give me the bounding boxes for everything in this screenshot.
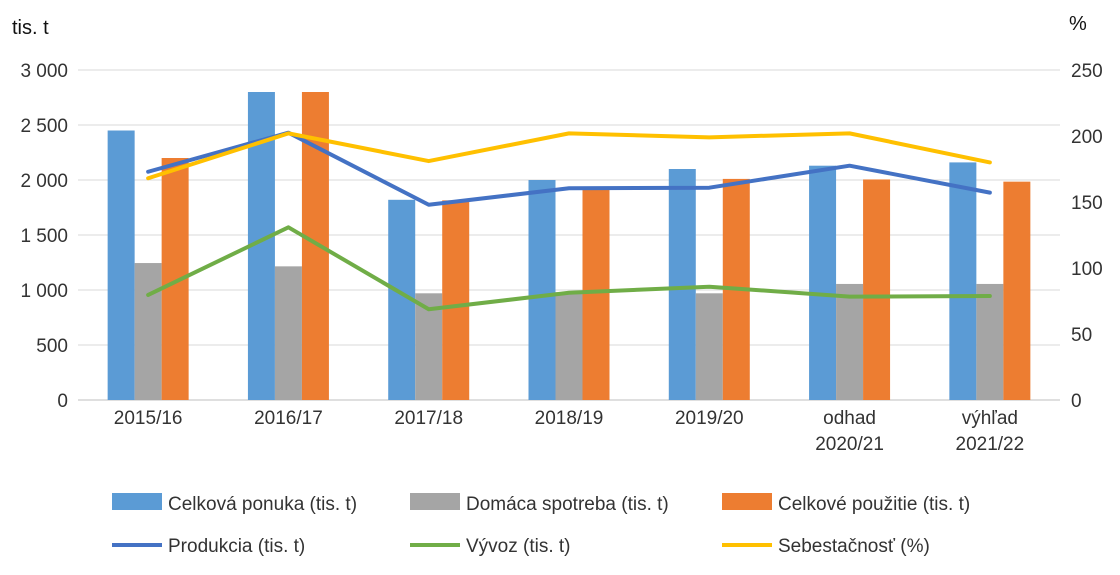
legend-swatch [410, 493, 460, 510]
left-tick-label: 1 000 [20, 281, 68, 302]
x-tick-label: 2015/16 [114, 408, 183, 429]
legend-label: Sebestačnosť (%) [778, 536, 930, 557]
left-axis-ticks: 0 500 1 000 1 500 2 000 2 500 3 000 [20, 61, 68, 412]
left-tick-label: 2 000 [20, 171, 68, 192]
legend-label: Celková ponuka (tis. t) [168, 494, 357, 515]
bar [528, 180, 556, 400]
bar [668, 169, 696, 400]
left-tick-label: 500 [36, 336, 68, 357]
legend-label: Domáca spotreba (tis. t) [466, 494, 669, 515]
x-tick-label: 2017/18 [394, 408, 463, 429]
bar [836, 283, 864, 400]
right-axis-ticks: 0 50 100 150 200 250 [1071, 61, 1103, 412]
bar [555, 292, 583, 400]
x-tick-label: 2021/22 [956, 434, 1025, 455]
legend-label: Produkcia (tis. t) [168, 536, 305, 557]
right-axis-unit: % [1069, 13, 1087, 35]
legend-label: Celkové použitie (tis. t) [778, 494, 970, 515]
bar [274, 266, 302, 400]
bar [809, 165, 837, 400]
legend-label: Vývoz (tis. t) [466, 536, 571, 557]
right-tick-label: 200 [1071, 127, 1103, 148]
series-line [146, 131, 992, 181]
right-tick-label: 100 [1071, 259, 1103, 280]
legend-swatch [112, 493, 162, 510]
bar [134, 263, 162, 400]
x-tick-label: 2019/20 [675, 408, 744, 429]
x-tick-label: 2016/17 [254, 408, 323, 429]
x-tick-label: odhad [823, 408, 876, 429]
right-tick-label: 250 [1071, 61, 1103, 82]
x-tick-label: 2018/19 [535, 408, 604, 429]
series-line [146, 225, 992, 312]
bar [442, 200, 470, 400]
bar [976, 283, 1004, 400]
legend-swatch [722, 493, 772, 510]
right-tick-label: 0 [1071, 391, 1082, 412]
left-tick-label: 2 500 [20, 116, 68, 137]
x-tick-label: výhľad [962, 408, 1018, 429]
bar [863, 179, 891, 400]
bar [949, 162, 977, 400]
left-axis-unit: tis. t [12, 17, 49, 39]
left-tick-label: 0 [57, 391, 68, 412]
legend: Celková ponuka (tis. t) Domáca spotreba (… [112, 493, 970, 557]
gridlines [78, 69, 1060, 401]
bar [582, 189, 610, 400]
right-tick-label: 150 [1071, 193, 1103, 214]
x-tick-label: 2020/21 [815, 434, 884, 455]
bar [1003, 181, 1031, 400]
x-axis-labels: 2015/16 2016/17 2017/18 2018/19 2019/20 odhad… [114, 408, 1024, 455]
left-tick-label: 1 500 [20, 226, 68, 247]
lines [146, 130, 992, 312]
left-tick-label: 3 000 [20, 61, 68, 82]
bar [695, 293, 723, 400]
right-tick-label: 50 [1071, 325, 1092, 346]
bar [107, 130, 135, 400]
